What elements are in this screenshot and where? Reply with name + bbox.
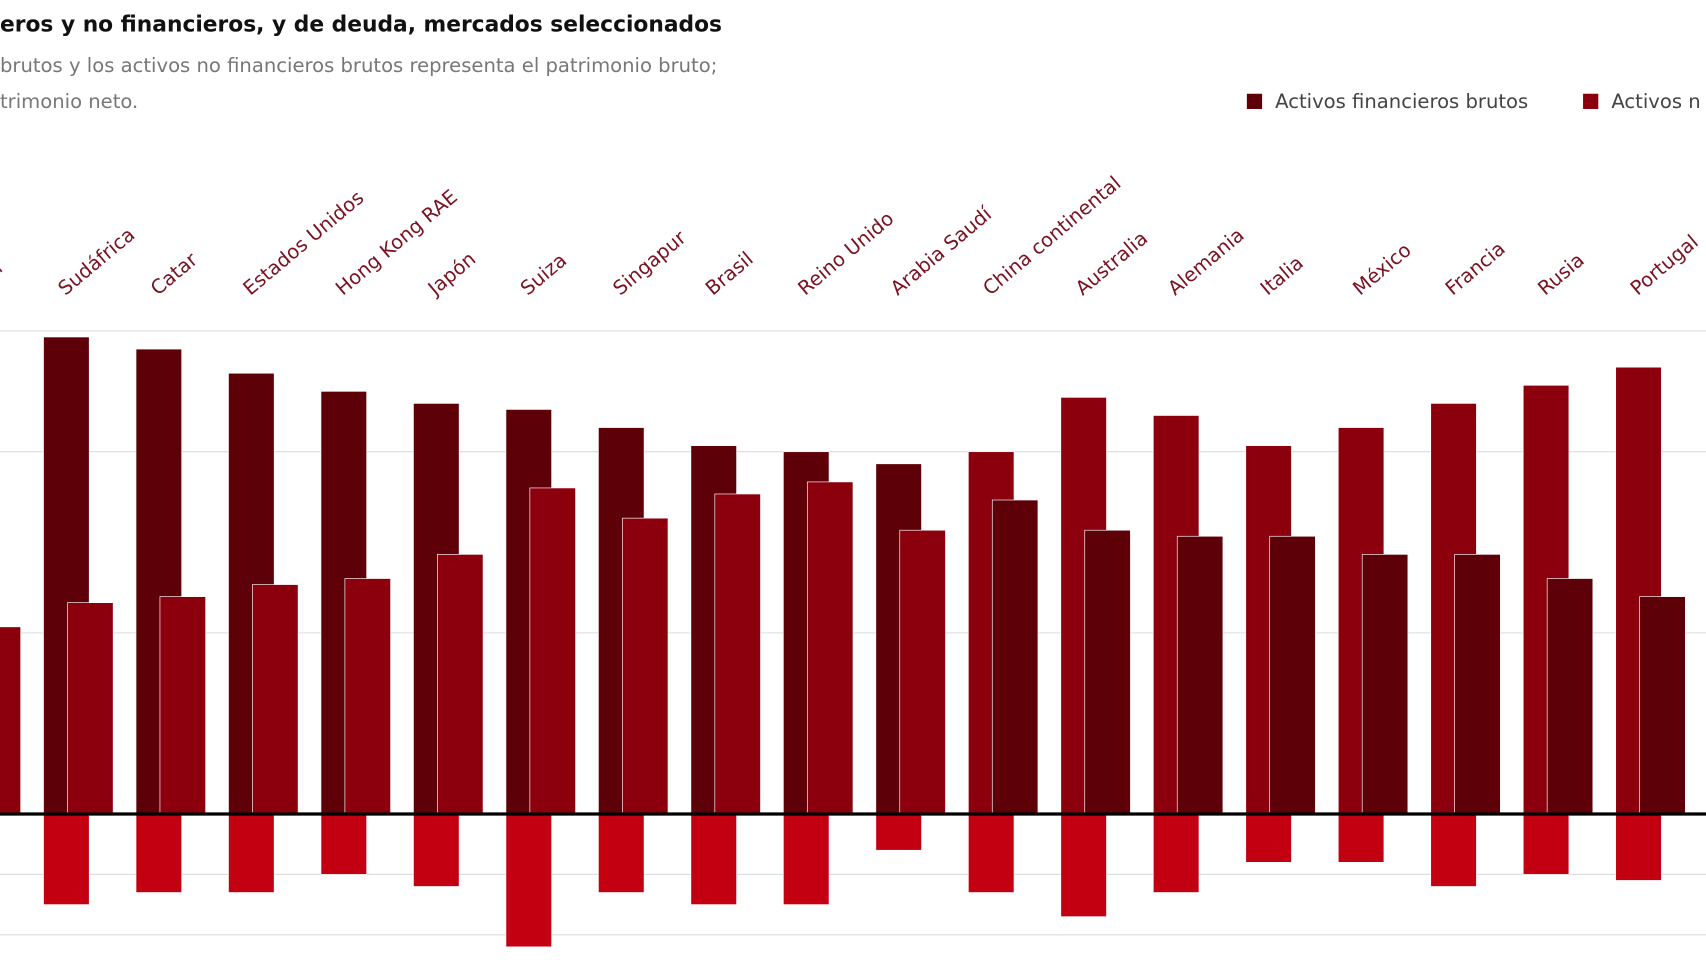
bar	[1430, 813, 1477, 887]
bar	[43, 813, 90, 905]
bar	[1245, 813, 1292, 863]
bar	[1176, 535, 1224, 815]
bar	[1639, 596, 1686, 815]
legend-swatch	[1583, 93, 1599, 109]
legend-label: Activos financieros brutos	[1275, 90, 1528, 113]
bar	[598, 813, 645, 893]
bar	[252, 584, 299, 815]
chart-title: eros y no financieros, y de deuda, merca…	[0, 13, 722, 38]
bar	[228, 813, 275, 893]
legend-swatch	[1246, 93, 1263, 109]
bar	[875, 813, 922, 851]
chart-subtitle: brutos y los activos no financieros brut…	[0, 54, 717, 77]
x-tick-label: Portugal	[1626, 230, 1703, 300]
legend-label: Activos n	[1611, 90, 1700, 113]
x-tick-label: México	[1348, 238, 1415, 300]
x-tick-label: wán	[0, 256, 7, 300]
bar	[1546, 578, 1594, 815]
bar	[968, 813, 1015, 893]
x-tick-label: Alemania	[1163, 223, 1248, 300]
bar	[1084, 529, 1131, 815]
bar	[991, 499, 1039, 815]
x-tick-label: Australia	[1071, 227, 1152, 300]
bar	[1361, 554, 1409, 815]
bar	[135, 813, 183, 893]
x-tick-label: Singapur	[609, 225, 692, 300]
x-tick-label: Francia	[1441, 237, 1510, 300]
x-tick-label: Italia	[1256, 251, 1308, 300]
bar	[67, 602, 114, 815]
x-tick-label: Brasil	[701, 247, 758, 300]
bar	[783, 813, 830, 905]
bar	[714, 493, 761, 815]
bar	[320, 813, 367, 875]
bar	[413, 813, 460, 887]
bar	[437, 554, 484, 815]
bar	[505, 813, 552, 948]
bar	[1615, 813, 1662, 881]
bar	[1152, 813, 1200, 893]
bar	[1060, 813, 1107, 917]
x-tick-label: Sudáfrica	[54, 223, 140, 300]
bar	[529, 487, 576, 815]
bar	[622, 517, 669, 815]
bar	[806, 481, 854, 815]
chart-subtitle: trimonio neto.	[0, 90, 138, 113]
bar	[690, 813, 737, 905]
bar	[1454, 554, 1501, 815]
x-tick-label: Reino Unido	[794, 207, 899, 300]
bar	[1337, 813, 1385, 863]
bar	[159, 596, 206, 815]
bar	[1522, 813, 1570, 875]
x-tick-label: Catar	[146, 247, 202, 300]
x-tick-label: Japón	[422, 247, 480, 301]
bar	[344, 578, 391, 815]
bar	[899, 529, 946, 815]
x-tick-label: Suiza	[516, 249, 571, 300]
bar	[0, 626, 21, 815]
bar	[1269, 535, 1316, 815]
x-tick-label: Rusia	[1533, 248, 1588, 300]
